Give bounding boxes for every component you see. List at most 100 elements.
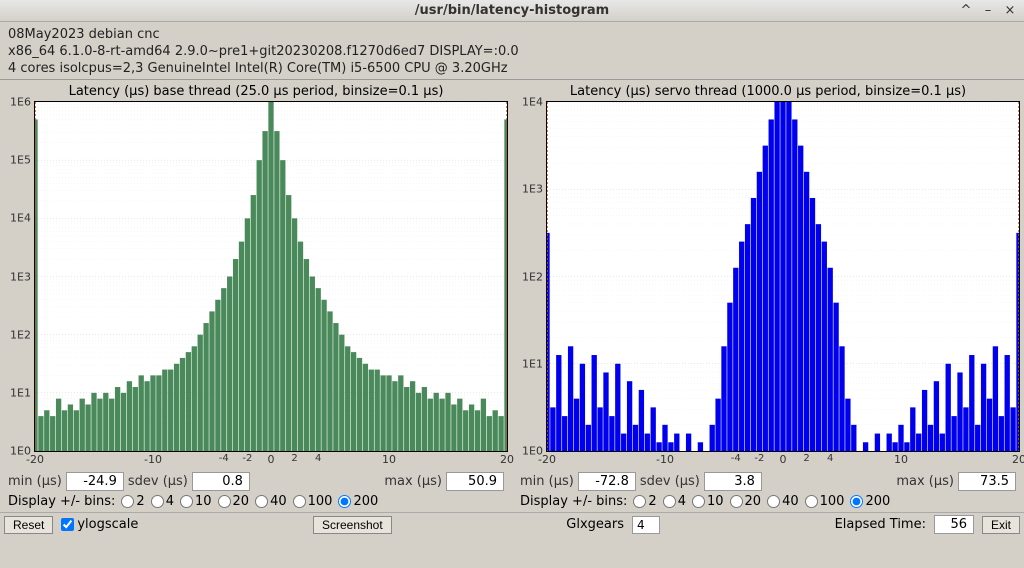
- y-tick-label: 1E2: [10, 328, 31, 341]
- maximize-icon[interactable]: –: [980, 2, 996, 18]
- x-tick-label-minor: 4: [827, 453, 833, 464]
- bins-option-label: 40: [270, 494, 287, 509]
- x-tick-label-minor: 4: [315, 453, 321, 464]
- x-tick-label: 10: [894, 453, 908, 466]
- x-tick-label-minor: 2: [291, 453, 297, 464]
- min-value: -24.9: [66, 472, 124, 491]
- max-label: max (µs): [384, 474, 442, 489]
- bins-option-label: 2: [136, 494, 144, 509]
- bins-radio-40[interactable]: [255, 495, 268, 508]
- header-line-2: x86_64 6.1.0-8-rt-amd64 2.9.0~pre1+git20…: [8, 43, 1016, 60]
- x-tick-label-minor: -4: [219, 453, 229, 464]
- x-tick-label: -20: [26, 453, 44, 466]
- bins-option-label: 100: [820, 494, 845, 509]
- servo-thread-panel: Latency (µs) servo thread (1000.0 µs per…: [512, 80, 1024, 512]
- x-tick-label-minor: -4: [731, 453, 741, 464]
- bins-option-4[interactable]: 4: [151, 494, 174, 509]
- glxgears-label: Glxgears: [566, 517, 624, 532]
- header-line-3: 4 cores isolcpus=2,3 GenuineIntel Intel(…: [8, 60, 1016, 77]
- bins-label: Display +/- bins:: [520, 494, 627, 509]
- bins-radio-10[interactable]: [692, 495, 705, 508]
- bins-radio-2[interactable]: [633, 495, 646, 508]
- screenshot-button[interactable]: Screenshot: [313, 516, 392, 534]
- bins-option-20[interactable]: 20: [218, 494, 250, 509]
- servo-thread-chart: 1E01E11E21E31E4 -20-1001020-4-224: [546, 101, 1020, 452]
- min-value: -72.8: [578, 472, 636, 491]
- ylogscale-checkbox[interactable]: ylogscale: [61, 517, 138, 532]
- min-label: min (µs): [8, 474, 62, 489]
- base-thread-chart: 1E01E11E21E31E41E51E6 -20-1001020-4-224: [34, 101, 508, 452]
- x-tick-label: -10: [656, 453, 674, 466]
- bins-option-100[interactable]: 100: [293, 494, 333, 509]
- x-tick-label-minor: -2: [754, 453, 764, 464]
- bins-option-label: 20: [233, 494, 250, 509]
- y-tick-label: 1E6: [10, 96, 31, 109]
- window-titlebar: /usr/bin/latency-histogram ^ – ×: [0, 0, 1024, 22]
- sdev-label: sdev (µs): [640, 474, 700, 489]
- bins-radio-4[interactable]: [663, 495, 676, 508]
- sdev-value: 0.8: [192, 472, 250, 491]
- x-tick-label: -20: [538, 453, 556, 466]
- header-line-1: 08May2023 debian cnc: [8, 26, 1016, 43]
- elapsed-label: Elapsed Time:: [835, 517, 926, 532]
- bins-radio-100[interactable]: [293, 495, 306, 508]
- servo-thread-bins-row: Display +/- bins: 24 10 20 40 100 200: [516, 493, 1020, 512]
- bins-radio-2[interactable]: [121, 495, 134, 508]
- elapsed-value: 56: [934, 515, 974, 534]
- bins-option-label: 10: [707, 494, 724, 509]
- ylogscale-label: ylogscale: [77, 517, 138, 532]
- max-value: 73.5: [958, 472, 1016, 491]
- glxgears-value[interactable]: 4: [632, 516, 660, 534]
- x-tick-label: -10: [144, 453, 162, 466]
- bins-radio-20[interactable]: [218, 495, 231, 508]
- bins-option-40[interactable]: 40: [767, 494, 799, 509]
- y-tick-label: 1E5: [10, 154, 31, 167]
- y-tick-label: 1E1: [522, 357, 543, 370]
- max-label: max (µs): [896, 474, 954, 489]
- max-value: 50.9: [446, 472, 504, 491]
- bins-option-label: 2: [648, 494, 656, 509]
- y-tick-label: 1E4: [10, 212, 31, 225]
- sdev-label: sdev (µs): [128, 474, 188, 489]
- ylogscale-input[interactable]: [61, 518, 74, 531]
- x-tick-label: 0: [780, 453, 787, 466]
- bins-option-40[interactable]: 40: [255, 494, 287, 509]
- bins-radio-10[interactable]: [180, 495, 193, 508]
- bins-option-2[interactable]: 2: [121, 494, 144, 509]
- bins-option-label: 40: [782, 494, 799, 509]
- bins-option-10[interactable]: 10: [692, 494, 724, 509]
- bins-radio-200[interactable]: [850, 495, 863, 508]
- bins-option-4[interactable]: 4: [663, 494, 686, 509]
- bins-radio-20[interactable]: [730, 495, 743, 508]
- close-icon[interactable]: ×: [1002, 2, 1018, 18]
- min-label: min (µs): [520, 474, 574, 489]
- bins-option-label: 100: [308, 494, 333, 509]
- x-tick-label: 20: [1012, 453, 1024, 466]
- minimize-icon[interactable]: ^: [958, 2, 974, 18]
- bins-option-200[interactable]: 200: [850, 494, 890, 509]
- window-title: /usr/bin/latency-histogram: [415, 3, 609, 18]
- base-thread-panel: Latency (µs) base thread (25.0 µs period…: [0, 80, 512, 512]
- y-tick-label: 1E4: [522, 96, 543, 109]
- bins-radio-40[interactable]: [767, 495, 780, 508]
- footer-controls: Reset ylogscale Screenshot Glxgears 4 El…: [0, 512, 1024, 536]
- servo-thread-stats: min (µs) -72.8 sdev (µs) 3.8 max (µs) 73…: [516, 470, 1020, 493]
- y-tick-label: 1E3: [10, 270, 31, 283]
- y-tick-label: 1E2: [522, 270, 543, 283]
- bins-radio-100[interactable]: [805, 495, 818, 508]
- sdev-value: 3.8: [704, 472, 762, 491]
- reset-button[interactable]: Reset: [4, 516, 53, 534]
- bins-radio-200[interactable]: [338, 495, 351, 508]
- servo-thread-chart-title: Latency (µs) servo thread (1000.0 µs per…: [516, 82, 1020, 101]
- y-tick-label: 1E1: [10, 386, 31, 399]
- bins-option-100[interactable]: 100: [805, 494, 845, 509]
- bins-option-200[interactable]: 200: [338, 494, 378, 509]
- base-thread-stats: min (µs) -24.9 sdev (µs) 0.8 max (µs) 50…: [4, 470, 508, 493]
- system-info-header: 08May2023 debian cnc x86_64 6.1.0-8-rt-a…: [0, 22, 1024, 80]
- exit-button[interactable]: Exit: [982, 516, 1020, 534]
- bins-option-10[interactable]: 10: [180, 494, 212, 509]
- bins-option-20[interactable]: 20: [730, 494, 762, 509]
- bins-option-2[interactable]: 2: [633, 494, 656, 509]
- bins-radio-4[interactable]: [151, 495, 164, 508]
- bins-option-label: 10: [195, 494, 212, 509]
